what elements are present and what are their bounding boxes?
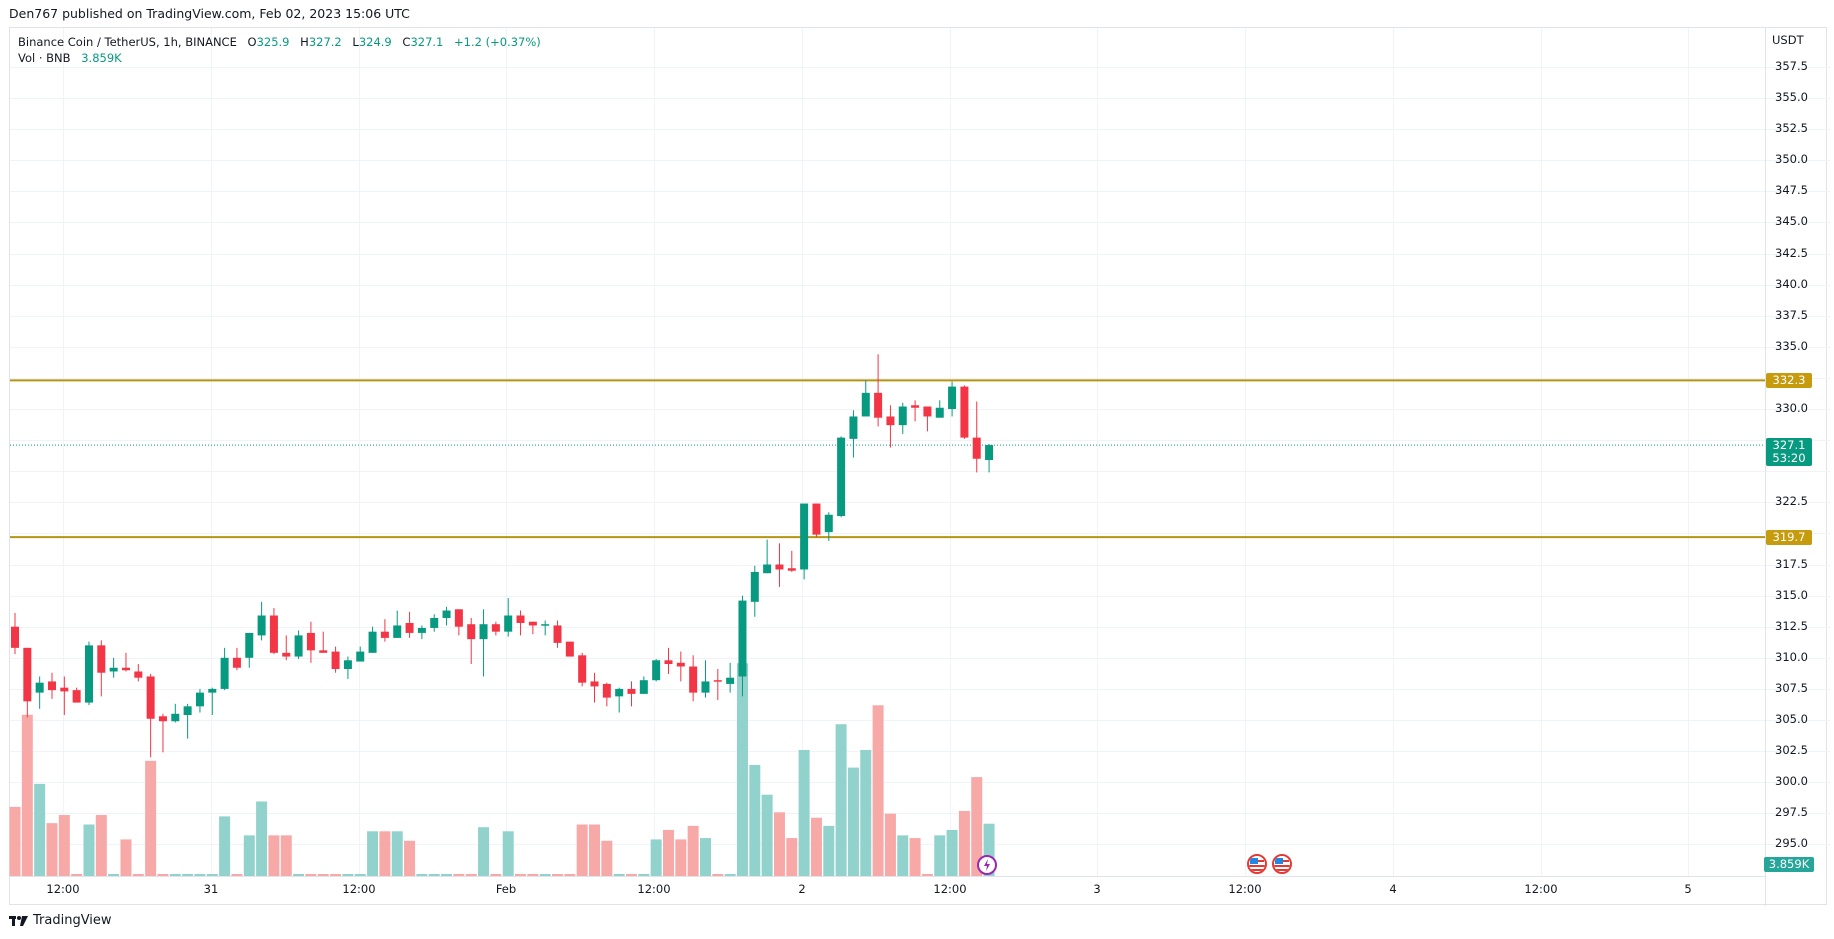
- price-tick-label: 295.0: [1775, 836, 1808, 851]
- price-tick-label: 355.0: [1775, 90, 1808, 104]
- last-price-tag: 327.1 53:20: [1766, 438, 1812, 466]
- legend-volume-label[interactable]: Vol · BNB: [18, 51, 71, 65]
- legend-high-label: H: [300, 35, 309, 49]
- time-tick-label: 12:00: [637, 882, 671, 896]
- price-tick-label: 315.0: [1775, 587, 1808, 602]
- time-tick-label: 12:00: [933, 882, 967, 896]
- price-tick-label: 345.0: [1775, 214, 1808, 229]
- price-tick-label: 297.5: [1775, 805, 1808, 820]
- price-axis-currency[interactable]: USDT: [1772, 33, 1804, 47]
- time-tick-label: 31: [203, 882, 219, 896]
- price-tick-label: 347.5: [1775, 183, 1808, 198]
- price-tick-label: 310.0: [1775, 649, 1808, 664]
- legend-volume-row: Vol · BNB 3.859K: [18, 50, 541, 66]
- tradingview-logo-icon: [9, 915, 28, 926]
- legend-high-value: 327.2: [308, 35, 342, 49]
- price-tick-label: 350.0: [1775, 152, 1808, 167]
- price-tick-label: 302.5: [1775, 743, 1808, 758]
- last-price-value: 327.1: [1772, 438, 1806, 452]
- chart-legend: Binance Coin / TetherUS, 1h, BINANCE O32…: [18, 34, 541, 66]
- lightning-event-icon[interactable]: [977, 855, 997, 875]
- price-tick-label: 337.5: [1775, 307, 1808, 322]
- price-tick-label: 342.5: [1775, 245, 1808, 260]
- legend-low-value: 324.9: [358, 35, 392, 49]
- legend-symbol[interactable]: Binance Coin / TetherUS, 1h, BINANCE: [18, 35, 237, 49]
- time-tick-label: 3: [1093, 882, 1101, 896]
- legend-change-value: +1.2 (+0.37%): [454, 35, 541, 49]
- price-tick-label: 312.5: [1775, 618, 1808, 633]
- time-tick-label: 5: [1684, 882, 1692, 896]
- time-tick-label: 2: [798, 882, 806, 896]
- time-tick-label: 12:00: [342, 882, 376, 896]
- price-tick-label: 340.0: [1775, 276, 1808, 291]
- legend-close-label: C: [402, 35, 411, 49]
- legend-close-value: 327.1: [410, 35, 444, 49]
- chart-frame[interactable]: [9, 27, 1827, 905]
- us-flag-event-icon[interactable]: [1247, 854, 1267, 874]
- time-tick-label: 4: [1389, 882, 1397, 896]
- support-level-tag: 319.7: [1766, 530, 1812, 545]
- price-tick-label: 335.0: [1775, 338, 1808, 353]
- time-tick-label: 12:00: [1524, 882, 1558, 896]
- price-tick-label: 352.5: [1775, 121, 1808, 136]
- time-tick-label: 12:00: [46, 882, 80, 896]
- price-tick-label: 357.5: [1775, 58, 1808, 73]
- resistance-level-tag: 332.3: [1766, 373, 1812, 388]
- time-tick-label: Feb: [495, 882, 517, 896]
- price-tick-label: 330.0: [1775, 401, 1808, 415]
- legend-low-label: L: [352, 35, 359, 49]
- price-tick-label: 322.5: [1775, 494, 1808, 509]
- price-tick-label: 300.0: [1775, 774, 1808, 789]
- legend-open-label: O: [247, 35, 257, 49]
- price-tick-label: 317.5: [1775, 556, 1808, 571]
- legend-open-value: 325.9: [256, 35, 290, 49]
- legend-volume-value: 3.859K: [81, 51, 122, 65]
- price-tick-label: 307.5: [1775, 680, 1808, 695]
- tradingview-logo[interactable]: TradingView: [9, 913, 112, 928]
- publish-info: Den767 published on TradingView.com, Feb…: [9, 6, 410, 21]
- us-flag-event-icon[interactable]: [1272, 854, 1292, 874]
- volume-value-tag: 3.859K: [1764, 857, 1814, 872]
- tradingview-brand: TradingView: [33, 913, 112, 928]
- bar-countdown: 53:20: [1772, 451, 1806, 465]
- time-tick-label: 12:00: [1228, 882, 1262, 896]
- price-tick-label: 305.0: [1775, 712, 1808, 726]
- legend-ohlc-row: Binance Coin / TetherUS, 1h, BINANCE O32…: [18, 34, 541, 50]
